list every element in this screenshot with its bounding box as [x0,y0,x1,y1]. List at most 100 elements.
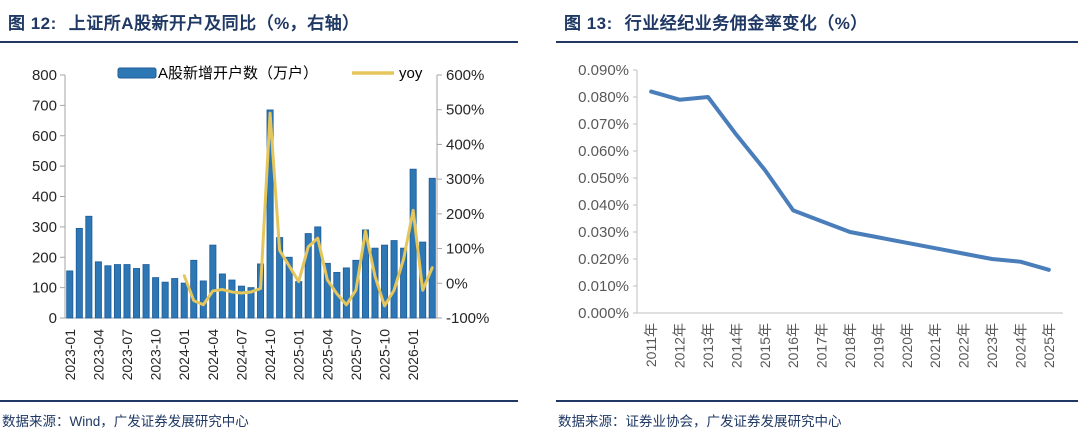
x-axis-tick-label: 2021年 [927,323,943,368]
bar [247,287,255,319]
bar [152,277,160,319]
legend: A股新增开户数（万户） yoy [117,65,423,82]
bar [285,256,293,319]
bar [304,233,312,319]
bar [180,282,188,319]
y-axis-tick-label: 0.060% [578,143,629,160]
bar [409,168,417,319]
figure-12-title-text: 上证所A股新开户及同比（%，右轴） [68,14,360,33]
right-axis-tick-label: 200% [446,206,484,223]
figure-12-title: 图 12: 上证所A股新开户及同比（%，右轴） [0,0,518,43]
bar [323,262,331,319]
x-axis-tick-label: 2015年 [757,323,773,368]
left-axis-tick-label: 400 [32,189,57,206]
bar [209,244,217,319]
x-axis-tick-label: 2019年 [870,323,886,368]
bar [94,261,102,319]
bar [104,265,112,319]
new-account-bars [66,109,436,319]
x-axis-tick-label: 2025年 [1041,323,1057,368]
figure-13-title: 图 13: 行业经纪业务佣金率变化（%） [556,0,1078,43]
figure-12-source: 数据来源：Wind，广发证券发展研究中心 [0,400,518,430]
right-axis-tick-label: 0% [446,275,468,292]
bar [295,281,303,319]
bar [161,281,169,319]
right-axis-tick-label: 400% [446,136,484,153]
x-axis-tick-label: 2022年 [956,323,972,368]
x-axis-tick-label: 2024年 [1012,323,1028,368]
bar [113,264,121,319]
y-axis-tick-label: 0.040% [578,197,629,214]
new-accounts-bar-line-chart: 800 700 600 500 400 300 200 100 0 600% 500% 400% 300… [32,65,489,381]
x-axis-tick-label: 2024-04 [205,329,221,381]
bar [237,285,245,319]
bar [218,273,226,319]
bar [171,278,179,319]
bar [133,268,141,319]
left-axis-tick-label: 700 [32,97,57,114]
bar [190,259,198,319]
left-axis-tick-label: 600 [32,128,57,145]
y-axis-tick-label: 0.050% [578,170,629,187]
figure-12-panel: 图 12: 上证所A股新开户及同比（%，右轴） 800 700 600 500 400 30… [0,0,518,430]
commission-rate-line [649,89,1051,272]
x-axis-tick-label: 2020年 [899,323,915,368]
x-axis-tick-label: 2026-01 [405,329,421,381]
right-axis-tick-label: 300% [446,171,484,188]
figure-13-number: 图 13: [564,14,613,33]
x-axis-tick-label: 2024-07 [233,329,249,381]
bar [266,109,274,319]
x-axis-tick-label: 2014年 [728,323,744,368]
right-axis-tick-label: 500% [446,102,484,119]
x-axis-tick-label: 2023-10 [148,329,164,381]
x-axis-tick-label: 2025-04 [319,329,335,381]
x-axis-tick-label: 2025-01 [291,329,307,381]
x-axis-tick-label: 2016年 [785,323,801,368]
legend-bar-label: A股新增开户数（万户） [158,65,318,82]
bar [85,215,93,319]
x-axis-tick-label: 2025-10 [377,329,393,381]
x-axis-tick-label: 2017年 [814,323,830,368]
right-axis-tick-label: 600% [446,67,484,84]
y-axis-tick-label: 0.070% [578,116,629,133]
bar [314,226,322,319]
bar [381,244,389,319]
bar [142,264,150,319]
y-axis-tick-label: 0.080% [578,89,629,106]
bar [123,264,131,319]
x-axis-tick-label: 2024-01 [176,329,192,381]
x-axis-tick-label: 2025-07 [348,329,364,381]
right-axis-tick-label: 100% [446,241,484,258]
left-axis-tick-label: 0 [49,310,57,327]
figure-13-title-text: 行业经纪业务佣金率变化（%） [624,14,868,33]
bar [66,270,74,319]
x-axis-tick-label: 2023-01 [62,329,78,381]
y-axis-tick-label: 0.030% [578,224,629,241]
figure-12-number: 图 12: [8,14,57,33]
legend-bar-swatch [117,67,157,79]
x-axis-tick-label: 2023-04 [90,329,106,381]
x-axis-tick-label: 2023-07 [119,329,135,381]
y-axis-tick-label: 0.010% [578,278,629,295]
figure-13-panel: 图 13: 行业经纪业务佣金率变化（%） 0.090% 0.080% 0.070% 0.… [556,0,1078,430]
x-axis-tick-label: 2023年 [984,323,1000,368]
bar [228,279,236,319]
left-axis-tick-label: 800 [32,67,57,84]
bar [75,227,83,319]
x-axis-tick-label: 2018年 [842,323,858,368]
y-axis-tick-label: 0.090% [578,62,629,79]
y-axis-tick-label: 0.000% [578,305,629,322]
legend-line-label: yoy [399,65,423,82]
axes [633,69,1063,314]
figure-13-source: 数据来源：证券业协会，广发证券发展研究中心 [556,400,1078,430]
left-axis-tick-label: 100 [32,280,57,297]
left-axis-tick-label: 500 [32,158,57,175]
x-axis-tick-label: 2012年 [672,323,688,368]
right-axis-tick-label: -100% [446,310,489,327]
commission-rate-line-chart: 0.090% 0.080% 0.070% 0.060% 0.050% 0.040% 0.03… [578,62,1063,368]
x-axis-tick-label: 2013年 [700,323,716,368]
yoy-line [182,111,434,308]
bar [342,267,350,319]
bar [428,177,436,319]
